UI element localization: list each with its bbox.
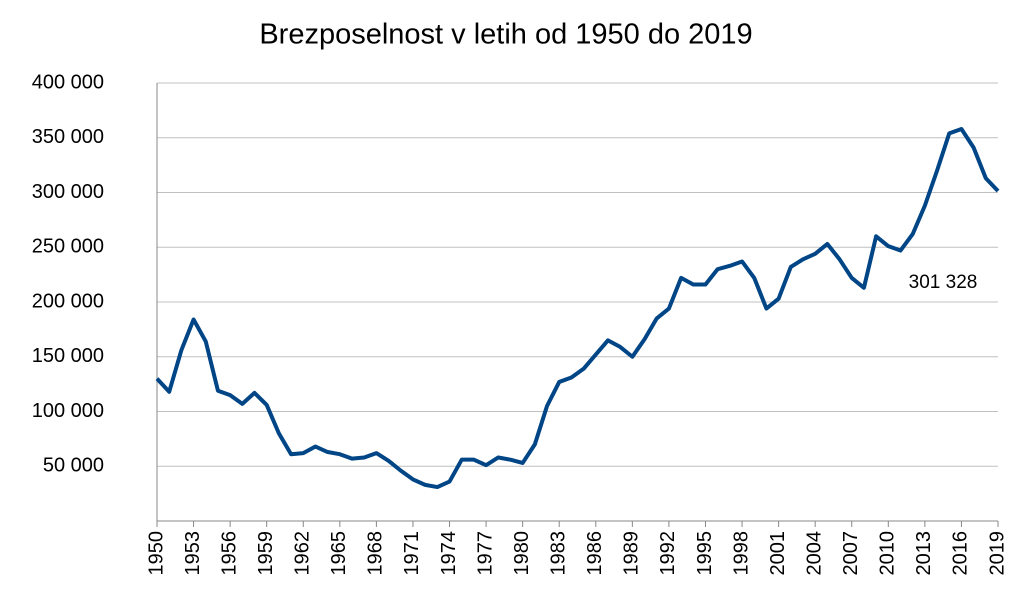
y-tick-label: 200 000	[32, 290, 104, 312]
x-tick-label: 1983	[547, 531, 569, 576]
x-tick-label: 2004	[803, 531, 825, 576]
x-tick-label: 1974	[438, 531, 460, 576]
x-tick-label: 2016	[950, 531, 972, 576]
chart-title: Brezposelnost v letih od 1950 do 2019	[259, 19, 752, 51]
x-tick-label: 2013	[913, 531, 935, 576]
line	[155, 126, 1000, 490]
x-tick-label: 1995	[694, 531, 716, 576]
x-tick-label: 1962	[292, 531, 314, 576]
x-tick-label: 2001	[767, 531, 789, 576]
x-tick-label: 1989	[621, 531, 643, 576]
y-tick-label: 150 000	[32, 345, 104, 367]
x-tick-label: 1956	[218, 531, 240, 576]
x-tick-label: 1977	[474, 531, 496, 576]
x-tick-label: 2007	[840, 531, 862, 576]
y-tick-label: 100 000	[32, 400, 104, 422]
x-tick-label: 1971	[401, 531, 423, 576]
data-label: 301 328	[909, 272, 978, 293]
x-tick-label: 1992	[657, 531, 679, 576]
x-tick-label: 2010	[877, 531, 899, 576]
y-tick-label: 50 000	[43, 455, 104, 477]
x-tick-label: 1965	[328, 531, 350, 576]
x-tick-label: 1968	[365, 531, 387, 576]
x-tick-label: 1950	[145, 531, 167, 576]
x-tick-label: 1980	[511, 531, 533, 576]
x-tick-label: 1998	[730, 531, 752, 576]
x-tick-label: 1959	[255, 531, 277, 576]
y-tick-label: 400 000	[32, 71, 104, 93]
y-tick-label: 250 000	[32, 236, 104, 258]
y-tick-label: 300 000	[32, 181, 104, 203]
y-tick-label: 350 000	[32, 126, 104, 148]
x-tick-label: 1986	[584, 531, 606, 576]
x-tick-label: 2019	[986, 531, 1008, 576]
x-tick-label: 1953	[182, 531, 204, 576]
